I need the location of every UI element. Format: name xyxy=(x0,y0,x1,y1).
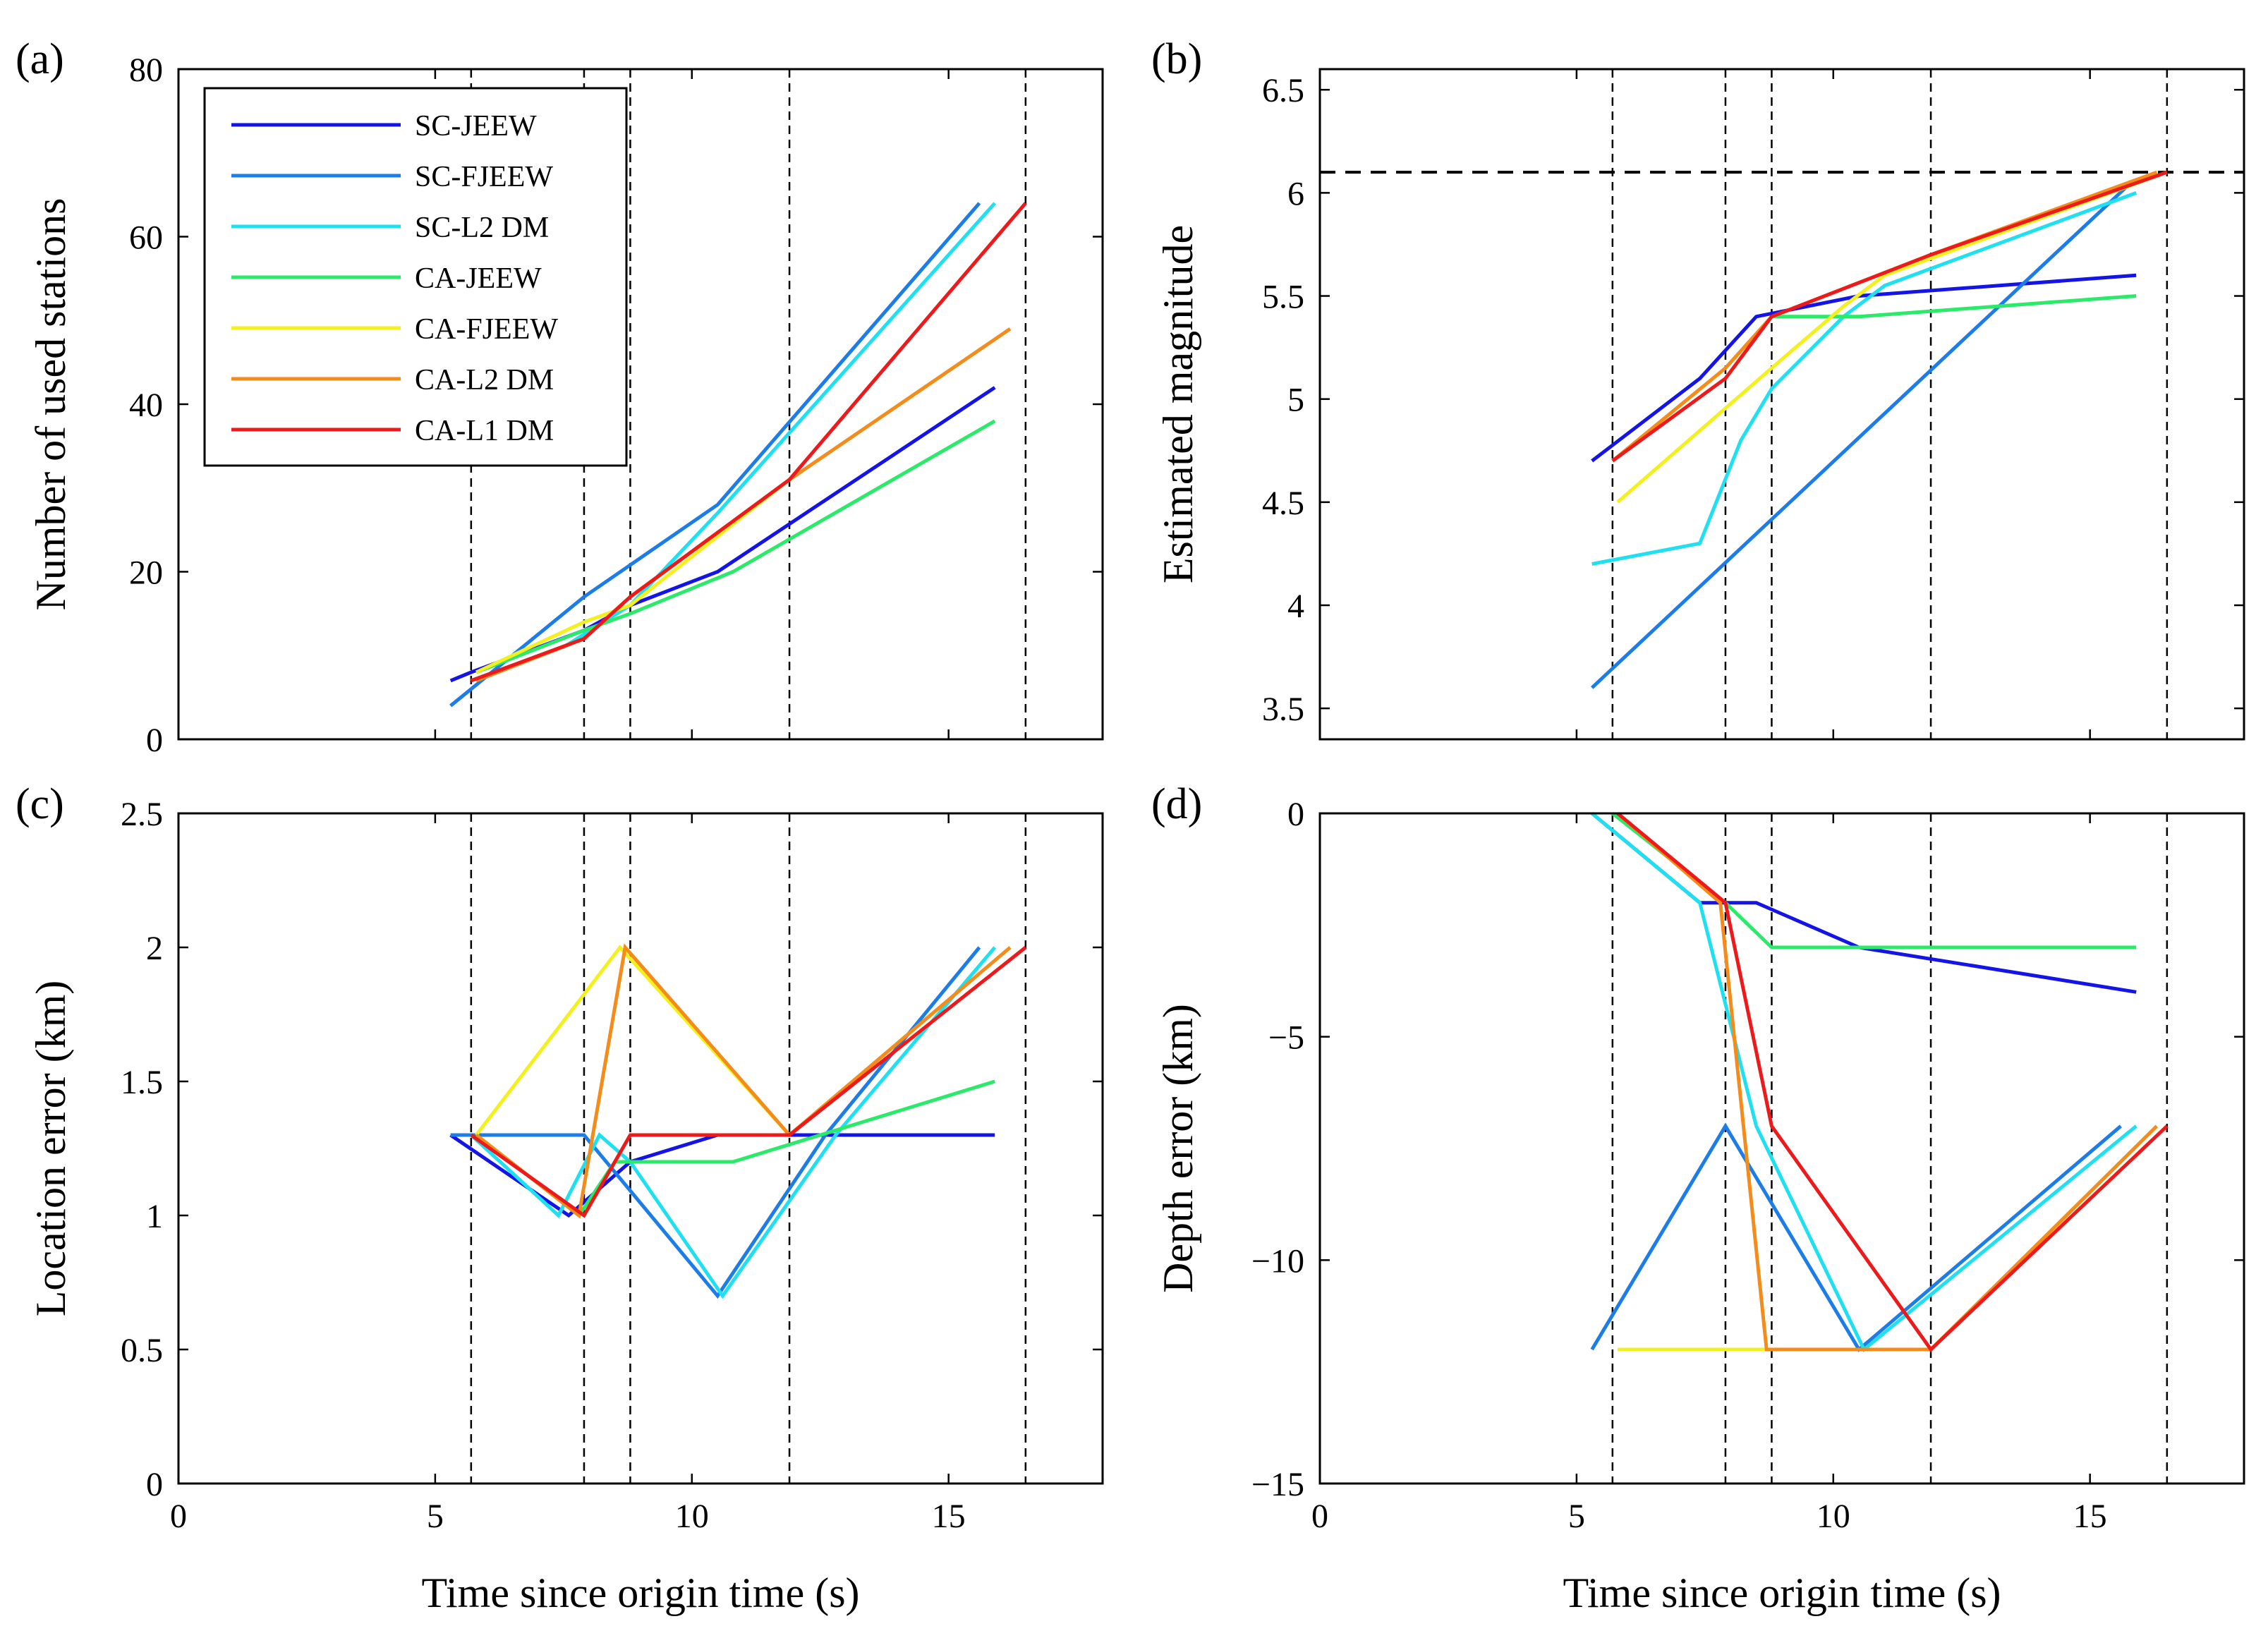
series-line-sc-l2-dm xyxy=(470,946,997,1299)
x-tick-label: 10 xyxy=(1817,1498,1850,1535)
y-tick-label: 0 xyxy=(146,1466,163,1503)
y-tick-label: 40 xyxy=(129,387,163,424)
y-tick-label: 1.5 xyxy=(121,1064,163,1101)
series-line-ca-fjeew xyxy=(1616,170,2168,504)
x-axis-label: Time since origin time (s) xyxy=(1563,1570,2001,1616)
plot-frame xyxy=(177,812,1104,1485)
y-tick-label: 0 xyxy=(146,722,163,759)
x-tick-label: 0 xyxy=(1311,1498,1328,1535)
series-line-sc-jeew xyxy=(1591,812,2137,994)
x-tick-label: 10 xyxy=(675,1498,709,1535)
legend-entry: SC-FJEEW xyxy=(231,161,553,193)
y-tick-label: −15 xyxy=(1251,1466,1304,1503)
panel-label: (c) xyxy=(16,780,64,828)
y-tick-label: 2.5 xyxy=(121,796,163,833)
y-tick-label: 0 xyxy=(1287,796,1304,833)
x-tick-label: 5 xyxy=(427,1498,444,1535)
y-tick-label: −5 xyxy=(1268,1019,1304,1057)
y-tick-label: 5.5 xyxy=(1262,279,1304,316)
y-tick-label: 4 xyxy=(1287,588,1304,625)
y-tick-label: 3.5 xyxy=(1262,691,1304,728)
x-tick-label: 0 xyxy=(170,1498,187,1535)
y-tick-label: 0.5 xyxy=(121,1332,163,1369)
y-tick-label: 5 xyxy=(1287,382,1304,419)
x-axis-label: Time since origin time (s) xyxy=(421,1570,859,1616)
x-tick-label: 15 xyxy=(932,1498,966,1535)
legend-entry: CA-L2 DM xyxy=(231,364,554,396)
legend-text: CA-L2 DM xyxy=(415,364,554,396)
series-line-sc-l2-dm xyxy=(1591,191,2137,566)
y-tick-label: 6.5 xyxy=(1262,72,1304,109)
y-tick-label: 20 xyxy=(129,554,163,592)
y-axis-label: Location error (km) xyxy=(28,981,74,1316)
y-tick-label: 4.5 xyxy=(1262,485,1304,522)
legend-entry: CA-L1 DM xyxy=(231,415,554,447)
panel-label: (a) xyxy=(16,35,64,83)
panel-b: (b) Estimated magnitude 3.5 4 4.5 5 5.5 6 6.5 xyxy=(1151,35,2245,741)
legend-entry: SC-L2 DM xyxy=(231,212,549,244)
y-tick-label: 60 xyxy=(129,219,163,257)
legend-entry: SC-JEEW xyxy=(231,110,537,142)
panel-c: (c) Location error (km) Time since origi… xyxy=(16,780,1104,1616)
series-line-ca-jeew xyxy=(475,419,996,674)
plot-frame xyxy=(1318,68,2245,741)
y-axis-label: Number of used stations xyxy=(28,198,74,611)
series-line-sc-fjeew xyxy=(1590,1122,2122,1352)
series-line-ca-fjeew xyxy=(475,945,791,1136)
plot-frame xyxy=(1318,812,2245,1485)
legend-text: CA-JEEW xyxy=(415,262,542,295)
series-line-sc-jeew xyxy=(449,1133,995,1218)
series-line-ca-l1-dm xyxy=(470,946,1027,1218)
y-axis-label: Depth error (km) xyxy=(1155,1004,1201,1293)
series-line-ca-jeew xyxy=(1611,812,2137,950)
y-tick-label: 6 xyxy=(1287,175,1304,212)
legend-text: CA-FJEEW xyxy=(415,313,558,346)
legend-text: SC-L2 DM xyxy=(415,212,549,244)
y-tick-label: −10 xyxy=(1251,1242,1304,1280)
series-line-ca-l1-dm xyxy=(470,202,1027,683)
legend-text: SC-FJEEW xyxy=(415,161,553,193)
y-axis-label: Estimated magnitude xyxy=(1155,225,1201,583)
series-line-ca-l1-dm xyxy=(1611,170,2168,463)
series-line-ca-l2-dm xyxy=(1616,812,2159,1352)
legend-entry: CA-FJEEW xyxy=(231,313,558,346)
panel-label: (b) xyxy=(1151,35,1202,83)
panel-label: (d) xyxy=(1151,780,1202,828)
legend-entry: CA-JEEW xyxy=(231,262,542,295)
series-line-sc-jeew xyxy=(1591,273,2137,463)
y-tick-label: 80 xyxy=(129,51,163,89)
x-tick-label: 15 xyxy=(2073,1498,2107,1535)
y-tick-label: 2 xyxy=(146,930,163,967)
series-line-ca-fjeew xyxy=(475,478,791,674)
series-line-ca-jeew xyxy=(1771,294,2137,319)
series-line-ca-l2-dm xyxy=(475,943,1012,1219)
panel-a: (a) Number of used stations 0 20 40 60 80 SC… xyxy=(16,35,1104,759)
x-tick-label: 5 xyxy=(1568,1498,1585,1535)
y-tick-label: 1 xyxy=(146,1198,163,1235)
series-line-sc-fjeew xyxy=(1590,181,2133,689)
series-line-ca-l1-dm xyxy=(1616,812,2169,1352)
legend-text: SC-JEEW xyxy=(415,110,537,142)
legend: SC-JEEW SC-FJEEW SC-L2 DM CA-JEEW CA-FJE… xyxy=(203,87,628,467)
legend-text: CA-L1 DM xyxy=(415,415,554,447)
series-line-sc-l2-dm xyxy=(1591,812,2137,1352)
panel-d: (d) Depth error (km) Time since origin t… xyxy=(1151,780,2245,1616)
series-line-sc-fjeew xyxy=(450,946,981,1299)
